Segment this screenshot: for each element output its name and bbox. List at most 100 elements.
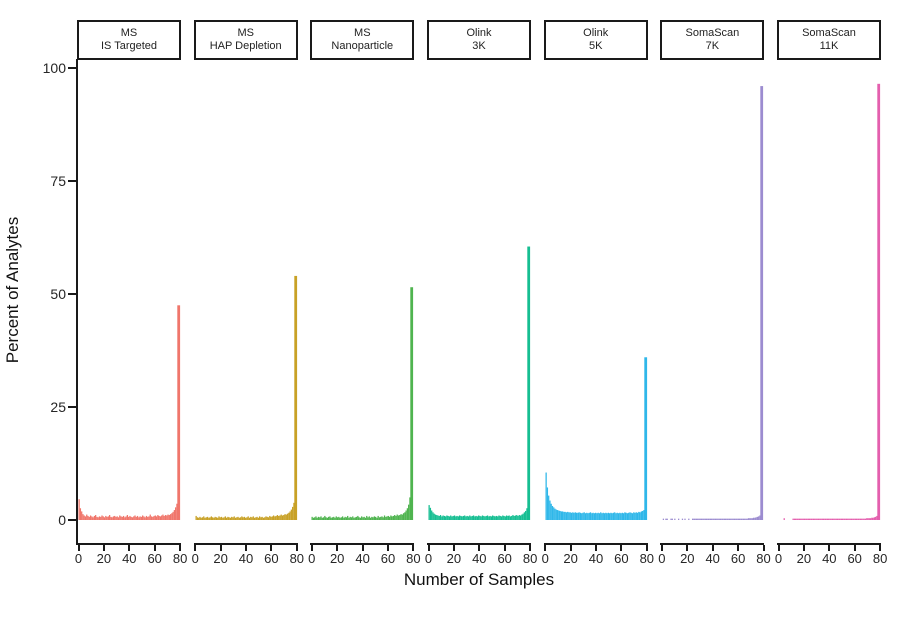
histogram-bar (566, 511, 569, 520)
histogram-bar (516, 515, 518, 520)
histogram-ms-is-targeted (78, 305, 181, 520)
histogram-bar (366, 515, 368, 520)
histogram-bar (745, 518, 747, 520)
histogram-bar (630, 512, 632, 520)
histogram-bar (177, 305, 181, 520)
histogram-bar (855, 518, 858, 520)
histogram-bar (211, 517, 213, 520)
histogram-bar (338, 516, 340, 520)
histogram-bar (617, 513, 619, 520)
facet-strip-label-line2: 7K (705, 40, 720, 52)
histogram-bar (200, 517, 202, 520)
histogram-bar (580, 513, 583, 520)
x-tick (660, 545, 663, 551)
histogram-bar (438, 515, 440, 520)
histogram-bar (442, 515, 444, 520)
histogram-bar (559, 510, 561, 520)
histogram-bar (433, 513, 435, 520)
histogram-bar (711, 518, 713, 520)
histogram-bar (639, 512, 641, 520)
histogram-bar (266, 516, 268, 520)
histogram-bar (812, 518, 815, 520)
histogram-bar (96, 516, 98, 520)
histogram-bar (626, 513, 628, 520)
histogram-bar (405, 510, 408, 520)
histogram-bar (428, 505, 430, 520)
histogram-bar (385, 516, 387, 520)
histogram-bar (457, 516, 459, 520)
histogram-bar (490, 516, 492, 520)
histogram-bar (678, 518, 680, 520)
histogram-bar (611, 513, 613, 520)
histogram-bar (877, 83, 881, 520)
histogram-bar (608, 513, 610, 520)
histogram-bar (108, 515, 111, 520)
histogram-bar (453, 515, 456, 520)
x-axis-line (193, 543, 298, 545)
histogram-bar (546, 487, 548, 520)
histogram-bar (852, 518, 854, 520)
histogram-bar (609, 512, 612, 520)
x-tick-label: 60 (730, 551, 746, 566)
histogram-bar (602, 512, 604, 520)
histogram-bar (461, 516, 463, 520)
histogram-bar (148, 516, 150, 520)
histogram-bar (642, 510, 645, 520)
facet-strip-label-line2: 3K (472, 40, 486, 52)
histogram-bar (218, 516, 220, 520)
facet-strip: Olink 5K (543, 20, 648, 60)
y-tick-label: 0 (58, 512, 66, 528)
y-tick (68, 406, 76, 408)
histogram-bar (243, 516, 245, 520)
histogram-bar (595, 513, 598, 520)
histogram-bar (835, 518, 837, 520)
histogram-bar (247, 516, 249, 520)
histogram-bar (339, 517, 342, 520)
histogram-bar (330, 517, 333, 520)
histogram-bar (517, 515, 519, 520)
x-tick (802, 545, 805, 551)
histogram-bar (83, 515, 85, 520)
histogram-bar (195, 515, 197, 520)
histogram-bar (792, 518, 794, 520)
histogram-bar (573, 512, 575, 520)
histogram-bar (89, 515, 92, 520)
histogram-bar (613, 512, 616, 520)
histogram-bar (82, 514, 84, 520)
histogram-bar (164, 515, 167, 520)
histogram-bar (481, 515, 484, 520)
histogram-bar (725, 518, 727, 520)
histogram-bar (507, 515, 509, 520)
histogram-bar (271, 516, 273, 520)
histogram-bar (387, 515, 390, 520)
histogram-bar (347, 515, 349, 520)
histogram-bar (805, 518, 807, 520)
histogram-bar (239, 517, 241, 520)
histogram-bar (154, 515, 156, 520)
histogram-bar (121, 516, 123, 520)
histogram-bar (557, 510, 560, 520)
histogram-bar (560, 511, 562, 520)
histogram-bar (102, 516, 104, 520)
histogram-bar (873, 517, 876, 520)
histogram-bar (409, 497, 411, 520)
histogram-bar (223, 517, 225, 520)
histogram-bar (145, 515, 148, 520)
histogram-bar (871, 517, 873, 520)
histogram-bar (579, 512, 581, 520)
facet-strip-label-line1: MS (354, 27, 371, 39)
histogram-bar (360, 517, 362, 520)
histogram-bar (98, 516, 101, 520)
histogram-bar (204, 517, 206, 520)
facet-strip-label-line1: MS (237, 27, 254, 39)
x-tick-label: 40 (472, 551, 487, 566)
histogram-bar (234, 517, 236, 520)
histogram-bar (802, 518, 804, 520)
histogram-bar (800, 518, 802, 520)
histogram-bar (834, 518, 836, 520)
histogram-bar (726, 518, 728, 520)
histogram-bar (465, 516, 467, 520)
histogram-bar (806, 518, 808, 520)
histogram-bar (793, 518, 796, 520)
histogram-bar (242, 517, 244, 520)
